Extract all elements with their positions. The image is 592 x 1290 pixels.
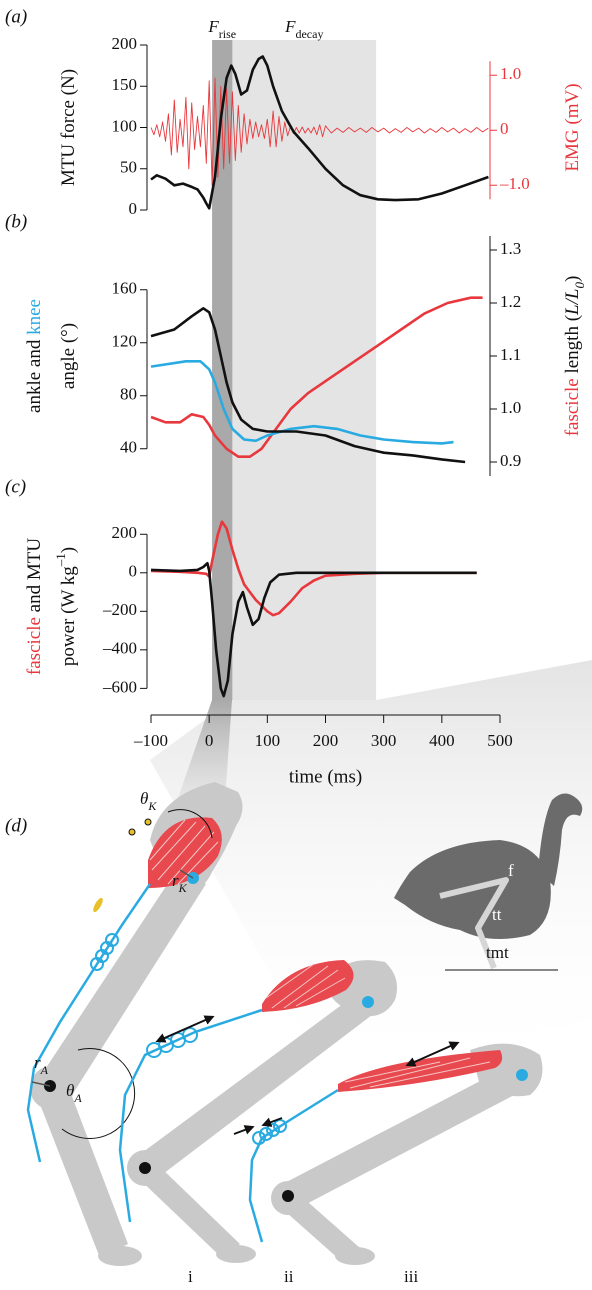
subscript: A (40, 1063, 49, 1077)
subscript: K (178, 881, 188, 895)
axis-label-part: fascicle (24, 617, 45, 675)
axis-label-part: power (W kg (58, 566, 79, 666)
bird-label: tt (492, 905, 502, 924)
phase-label: Frise (207, 17, 236, 41)
symbol: θ (66, 1081, 74, 1100)
axis-label-part: –1 (53, 553, 68, 567)
x-tick-label: 200 (313, 731, 339, 750)
y2-tick-label: 1.2 (500, 292, 521, 311)
bird-label: f (508, 861, 514, 880)
y2-tick-label: 0 (500, 119, 509, 138)
subscript: A (73, 1091, 82, 1105)
subscript: decay (295, 27, 323, 41)
axis-label: angle (°) (58, 323, 79, 389)
axis-label-part: ankle and (24, 335, 45, 413)
series-line (150, 561, 477, 698)
symbol: F (207, 17, 219, 36)
phase-label: Fdecay (284, 17, 323, 41)
r-k: rK (172, 871, 188, 895)
theta-k: θK (140, 789, 157, 813)
r-a: rA (34, 1053, 49, 1077)
y-tick-label: 160 (112, 279, 138, 298)
panel-label: (d) (5, 815, 27, 836)
symbol: r (172, 871, 179, 890)
series-line (150, 360, 454, 445)
axis-label: ankle and knee (24, 299, 45, 413)
y-tick-label: 200 (112, 34, 138, 53)
leg-ii (118, 960, 398, 1263)
subscript: rise (219, 27, 236, 41)
y2-tick-label: 1.3 (500, 239, 521, 258)
series-line (150, 77, 489, 186)
y-tick-label: 80 (120, 385, 137, 404)
y-tick-label: 150 (112, 75, 138, 94)
x-tick-label: 400 (429, 731, 455, 750)
symbol: r (34, 1053, 41, 1072)
subscript: K (147, 799, 157, 813)
symbol: F (284, 17, 296, 36)
axis-label-part: ) (58, 547, 79, 553)
panel-label: (a) (5, 6, 27, 27)
stage-label: i (188, 1267, 193, 1286)
bird: f tt tmt (394, 793, 583, 971)
y-tick-label: 0 (129, 562, 138, 581)
bird-label: tmt (486, 943, 509, 962)
axis-label-part: length ( (562, 315, 583, 378)
x-tick-label: 500 (487, 731, 513, 750)
y2-tick-label: –1.0 (499, 174, 530, 193)
stage-label: ii (284, 1267, 294, 1286)
symbol: θ (140, 789, 148, 808)
y-tick-label: 40 (120, 438, 137, 457)
y-tick-label: 50 (120, 158, 137, 177)
series-line (150, 55, 489, 210)
y2-tick-label: 1.1 (500, 345, 521, 364)
axis-label: MTU force (N) (58, 69, 79, 186)
y-tick-label: –600 (102, 677, 137, 696)
leg-i: θK rK rA θA (26, 782, 243, 1266)
y-tick-label: –200 (102, 600, 137, 619)
axis-label-part: and MTU (24, 538, 45, 617)
theta-a: θA (66, 1081, 82, 1105)
x-tick-label: 0 (205, 731, 214, 750)
axis-label-part: 0 (572, 282, 587, 289)
stage-label: iii (404, 1267, 418, 1286)
axis-label-part: angle (°) (58, 323, 79, 389)
phase-band (232, 40, 377, 700)
y-tick-label: 100 (112, 116, 138, 135)
y2-tick-label: 0.9 (500, 451, 521, 470)
x-axis-label: time (ms) (289, 766, 362, 787)
y2-tick-label: 1.0 (500, 398, 521, 417)
leg-iii (233, 1041, 543, 1265)
zoom-cone (150, 660, 592, 1080)
axis-label-part: EMG (mV) (562, 83, 583, 171)
axis-label: fascicle length (L/L0) (562, 276, 587, 437)
y-tick-label: 0 (129, 199, 138, 218)
x-tick-label: 100 (255, 731, 281, 750)
axis-label-part: MTU force (N) (58, 69, 79, 186)
panel-label: (b) (5, 211, 27, 232)
axis-label: EMG (mV) (562, 83, 583, 171)
series-line (150, 307, 466, 464)
x-tick-label: 300 (371, 731, 397, 750)
panel-label: (c) (5, 476, 26, 497)
axis-label-part: fascicle (562, 378, 583, 436)
y2-tick-label: 1.0 (500, 64, 521, 83)
x-tick-label: –100 (133, 731, 168, 750)
axis-label-part: L/L (562, 289, 583, 316)
panel-d: (d) θK rK rA θA f tt tmt i ii iii (5, 660, 592, 1286)
series-line (150, 296, 483, 458)
axis-label-part: knee (24, 299, 45, 335)
axis-label-part: ) (562, 276, 583, 282)
axis-label: fascicle and MTU (24, 538, 45, 675)
y-tick-label: 120 (112, 332, 138, 351)
axis-label: power (W kg–1) (53, 547, 79, 666)
y-tick-label: 200 (112, 523, 138, 542)
y-tick-label: –400 (102, 639, 137, 658)
